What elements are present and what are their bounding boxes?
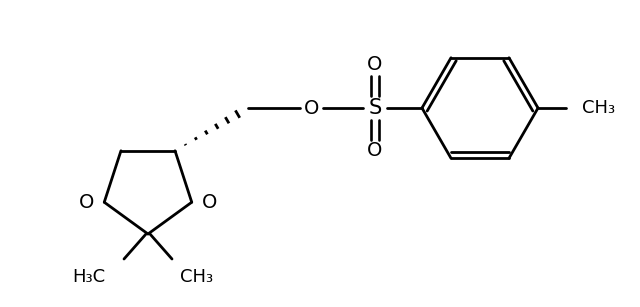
Text: O: O [202, 193, 217, 212]
Text: H₃C: H₃C [72, 268, 105, 286]
Text: O: O [367, 142, 383, 161]
Text: O: O [367, 56, 383, 75]
Text: CH₃: CH₃ [180, 268, 213, 286]
Text: O: O [304, 99, 320, 118]
Text: CH₃: CH₃ [582, 99, 615, 117]
Text: S: S [369, 98, 381, 118]
Text: O: O [79, 193, 94, 212]
